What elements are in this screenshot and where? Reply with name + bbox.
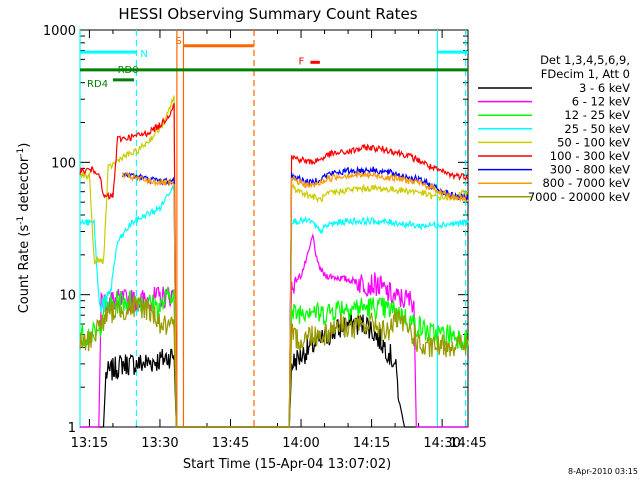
legend-label: 300 - 800 keV [550, 163, 630, 177]
flag-label-rd0: RD0 [118, 65, 139, 76]
legend-label: 800 - 7000 keV [542, 176, 630, 190]
y-tick-label: 100 [51, 156, 76, 171]
flag-label-rd4: RD4 [87, 79, 108, 90]
y-tick-label: 1 [68, 421, 76, 436]
footer-date: 8-Apr-2010 03:15 [568, 467, 638, 476]
legend-label: 7000 - 20000 keV [528, 190, 630, 204]
legend-label: 6 - 12 keV [572, 95, 630, 109]
y-tick-labels: 1 10 100 1000 [43, 24, 76, 436]
x-tick-label: 13:45 [212, 436, 249, 451]
series-lines [79, 95, 469, 428]
x-tick-label: 13:30 [141, 436, 178, 451]
flag-label-s: S [175, 36, 181, 47]
y-tick-label: 1000 [43, 24, 76, 39]
legend-label: 50 - 100 keV [557, 135, 630, 149]
series-line-4 [79, 95, 469, 428]
legend-label: 25 - 50 keV [564, 122, 630, 136]
chart-title: HESSI Observing Summary Count Rates [118, 5, 417, 23]
x-tick-label: 14:45 [449, 436, 486, 451]
legend: Det 1,3,4,5,6,9, FDecim 1, Att 0 3 - 6 k… [478, 53, 630, 204]
legend-header-line-1: Det 1,3,4,5,6,9, [540, 53, 630, 67]
series-line-1 [80, 232, 468, 428]
flag-label-n: N [140, 49, 147, 60]
x-axis-label: Start Time (15-Apr-04 13:07:02) [183, 457, 391, 472]
series-line-0 [80, 312, 468, 428]
x-tick-label: 13:15 [71, 436, 108, 451]
legend-label: 12 - 25 keV [564, 108, 630, 122]
flag-label-f: F [298, 56, 304, 67]
y-tick-label: 10 [59, 289, 76, 304]
x-tick-label: 14:00 [282, 436, 319, 451]
x-tick-label: 14:30 [423, 436, 460, 451]
legend-header-line-2: FDecim 1, Att 0 [541, 67, 630, 81]
x-tick-label: 14:15 [353, 436, 390, 451]
y-axis-label: Count Rate (s-1 detector-1) [16, 143, 32, 314]
legend-label: 3 - 6 keV [579, 81, 630, 95]
series-line-8 [79, 295, 469, 428]
legend-label: 100 - 300 keV [550, 149, 630, 163]
